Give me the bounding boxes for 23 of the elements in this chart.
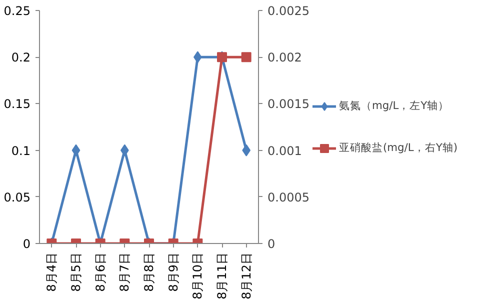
x-tick-label: 8月8日 <box>142 252 156 292</box>
x-tick-label: 8月4日 <box>44 252 59 292</box>
y-tick-label: 0.15 <box>4 97 30 112</box>
x-tick-label: 8月7日 <box>118 252 132 292</box>
y2-tick-label: 0.0015 <box>268 97 310 112</box>
y2-tick-label: 0.001 <box>268 144 302 158</box>
y2-tick-label: 0.0005 <box>268 190 310 204</box>
legend-label: 氨氮（mg/L，左Y轴） <box>339 98 450 112</box>
x-tick-label: 8月11日 <box>215 252 229 300</box>
y2-tick-label: 0.002 <box>268 50 302 65</box>
x-tick-label: 8月6日 <box>93 252 108 292</box>
y-tick-label: 0 <box>22 237 31 251</box>
y2-tick-label: 0 <box>268 237 276 251</box>
y-tick-label: 0.05 <box>4 190 30 204</box>
y-tick-label: 0.25 <box>4 4 30 18</box>
y2-tick-label: 0.0025 <box>268 4 310 18</box>
x-tick-label: 8月5日 <box>69 252 83 292</box>
x-tick-label: 8月9日 <box>166 252 180 292</box>
x-tick-label: 8月10日 <box>190 252 205 300</box>
y-tick-label: 0.2 <box>11 50 31 65</box>
y-tick-label: 0.1 <box>11 144 31 158</box>
legend-label: 亚硝酸盐(mg/L，右Y轴) <box>339 140 458 154</box>
x-tick-label: 8月12日 <box>239 252 254 300</box>
